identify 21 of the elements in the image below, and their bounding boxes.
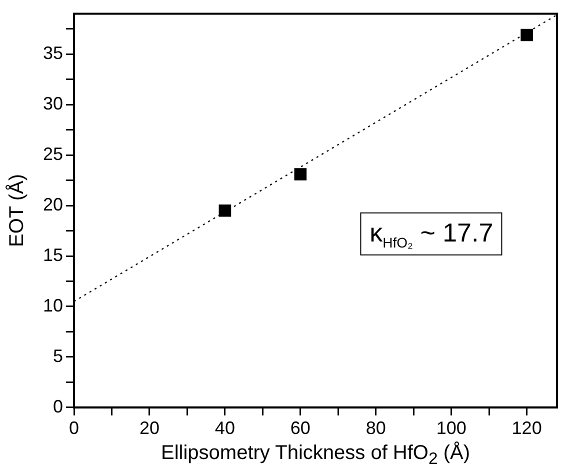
point (218, 204, 232, 217)
y-tick-label: 5 (53, 346, 64, 366)
y-axis-title: EOT (Å) (6, 174, 29, 248)
y-tick-label: 35 (42, 43, 64, 64)
y-tick-label: 30 (42, 94, 64, 114)
x-tick-label: 60 (290, 418, 310, 438)
x-tick-label: 80 (366, 418, 386, 438)
x-tick-label: 120 (512, 418, 542, 438)
point (294, 168, 307, 180)
y-tick-label: 10 (42, 295, 64, 316)
x-tick-label: 20 (139, 418, 160, 438)
y-tick-label: 0 (53, 396, 64, 416)
x-tick-label: 40 (214, 418, 235, 438)
y-tick-label: 20 (42, 194, 64, 215)
x-tick-label: 100 (436, 418, 466, 438)
x-axis-title: Ellipsometry Thickness of HfO$_{2}$ (Å) (161, 442, 470, 469)
annotation: κ$_{HfO₂}$ ~ 17.7 (360, 212, 502, 256)
y-tick-label: 15 (42, 244, 64, 265)
x-tick-label: 0 (69, 418, 80, 438)
point (520, 28, 533, 42)
y-tick-label: 25 (42, 144, 64, 164)
